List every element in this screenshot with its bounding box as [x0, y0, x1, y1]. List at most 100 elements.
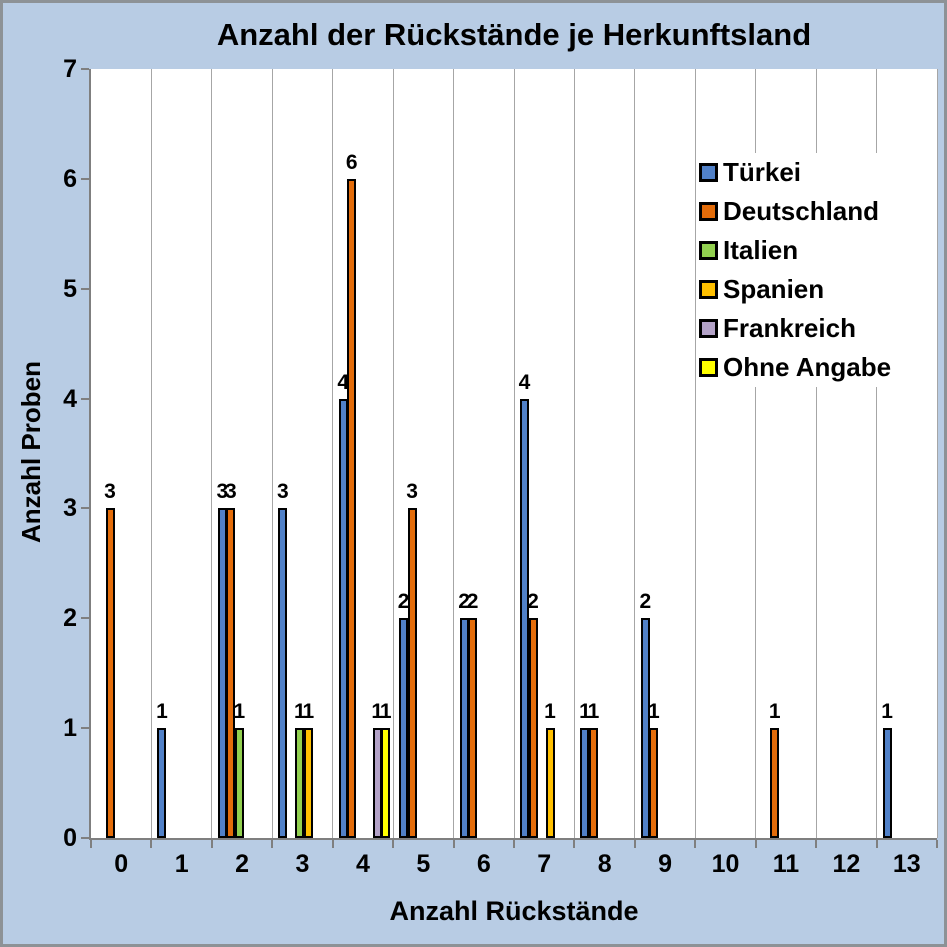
legend-item-Deutschland: Deutschland: [699, 192, 935, 231]
bar-Deutschland: [528, 618, 538, 838]
bar-value-label: 4: [337, 370, 350, 394]
bar-value-label: 1: [156, 700, 168, 724]
x-tick-mark: [694, 840, 697, 848]
bar-value-label: 1: [648, 700, 660, 724]
bar-Deutschland: [770, 728, 780, 838]
bar-value-label: 1: [293, 700, 306, 724]
legend-item-Frankreich: Frankreich: [699, 309, 935, 348]
legend-label: Italien: [723, 235, 799, 265]
bar-Deutschland: [347, 178, 357, 838]
y-tick-label: 3: [63, 494, 77, 523]
legend-swatch-icon: [699, 358, 718, 377]
y-tick-mark: [81, 68, 89, 70]
bar-value-label: 2: [397, 590, 410, 614]
x-tick-mark: [452, 840, 455, 848]
x-tick-label: 7: [537, 850, 552, 878]
y-tick-label: 0: [63, 824, 77, 852]
x-axis-line: [89, 838, 937, 840]
bar-Deutschland: [649, 728, 659, 838]
x-tick-label: 3: [295, 850, 310, 878]
bar-value-label: 1: [579, 700, 591, 724]
bar-value-label: 1: [302, 700, 315, 724]
x-tick-label: 10: [711, 850, 740, 878]
x-tick-label: 0: [114, 850, 129, 878]
bar-Türkei: [459, 618, 469, 838]
legend-item-Türkei: Türkei: [699, 153, 935, 192]
x-tick-mark: [331, 840, 334, 848]
bar-value-label: 1: [379, 700, 392, 724]
vertical-gridline: [453, 69, 455, 838]
bar-value-label: 1: [587, 700, 600, 724]
bar-value-label: 1: [371, 700, 384, 724]
x-tick-mark: [513, 840, 515, 848]
legend-label: Ohne Angabe: [723, 352, 892, 382]
vertical-gridline: [755, 69, 757, 838]
x-tick-mark: [210, 840, 213, 848]
vertical-gridline: [694, 69, 696, 838]
bar-value-label: 1: [768, 700, 781, 724]
legend-label: Türkei: [723, 157, 802, 187]
bar-Türkei: [882, 728, 892, 838]
x-tick-mark: [815, 840, 818, 848]
legend-label: Spanien: [723, 274, 825, 304]
bar-value-label: 3: [406, 480, 418, 504]
y-tick-mark: [81, 727, 89, 730]
vertical-gridline: [876, 69, 878, 838]
bar-Italien: [234, 728, 244, 838]
bar-Deutschland: [226, 508, 236, 838]
bar-Deutschland: [407, 508, 417, 838]
bar-value-label: 1: [544, 700, 556, 724]
bar-value-label: 3: [104, 480, 116, 504]
y-tick-mark: [81, 397, 89, 400]
y-tick-label: 7: [63, 55, 77, 83]
x-tick-label: 9: [658, 850, 673, 878]
bar-value-label: 1: [881, 700, 893, 724]
vertical-gridline: [815, 69, 817, 838]
y-tick-label: 1: [63, 714, 77, 743]
bar-Deutschland: [105, 508, 115, 838]
x-tick-label: 11: [772, 850, 800, 878]
legend-swatch-icon: [699, 202, 718, 221]
legend-label: Frankreich: [723, 313, 856, 343]
y-tick-label: 4: [63, 384, 77, 413]
x-tick-mark: [754, 840, 757, 848]
legend: Türkei Deutschland Italien Spanien Frankreic…: [699, 153, 935, 387]
bar-value-label: 1: [233, 700, 246, 724]
bar-value-label: 3: [225, 480, 237, 504]
x-tick-mark: [271, 840, 274, 848]
bar-value-label: 2: [527, 590, 539, 614]
bar-value-label: 6: [345, 150, 358, 174]
bar-Türkei: [217, 508, 227, 838]
legend-item-Italien: Italien: [699, 231, 935, 270]
bar-Deutschland: [588, 728, 598, 838]
bar-value-label: 3: [276, 480, 289, 504]
x-tick-label: 4: [355, 850, 370, 878]
bar-Türkei: [338, 398, 348, 838]
vertical-gridline: [271, 69, 273, 838]
bar-Spanien: [545, 728, 555, 838]
x-tick-label: 2: [235, 850, 250, 878]
bar-Italien: [295, 728, 305, 838]
bar-Spanien: [303, 728, 313, 838]
x-tick-mark: [633, 840, 636, 848]
x-axis-title: Anzahl Rückstände: [389, 896, 639, 926]
vertical-gridline: [936, 69, 938, 838]
bar-Frankreich: [372, 728, 382, 838]
bar-Türkei: [399, 618, 409, 838]
bar-Ohne Angabe: [381, 728, 391, 838]
x-tick-mark: [392, 840, 395, 848]
bar-value-label: 2: [639, 590, 652, 614]
y-axis-line: [89, 69, 91, 840]
y-tick-mark: [81, 837, 89, 839]
x-tick-mark: [150, 840, 153, 848]
legend-swatch-icon: [699, 319, 718, 338]
chart-canvas: Anzahl der Rückstände je Herkunftsland A…: [3, 3, 944, 944]
vertical-gridline: [573, 69, 575, 838]
y-tick-label: 5: [63, 274, 77, 303]
x-tick-label: 6: [476, 850, 491, 878]
legend-item-Spanien: Spanien: [699, 270, 935, 309]
bar-Deutschland: [468, 618, 478, 838]
legend-swatch-icon: [699, 241, 718, 260]
x-tick-mark: [573, 840, 576, 848]
